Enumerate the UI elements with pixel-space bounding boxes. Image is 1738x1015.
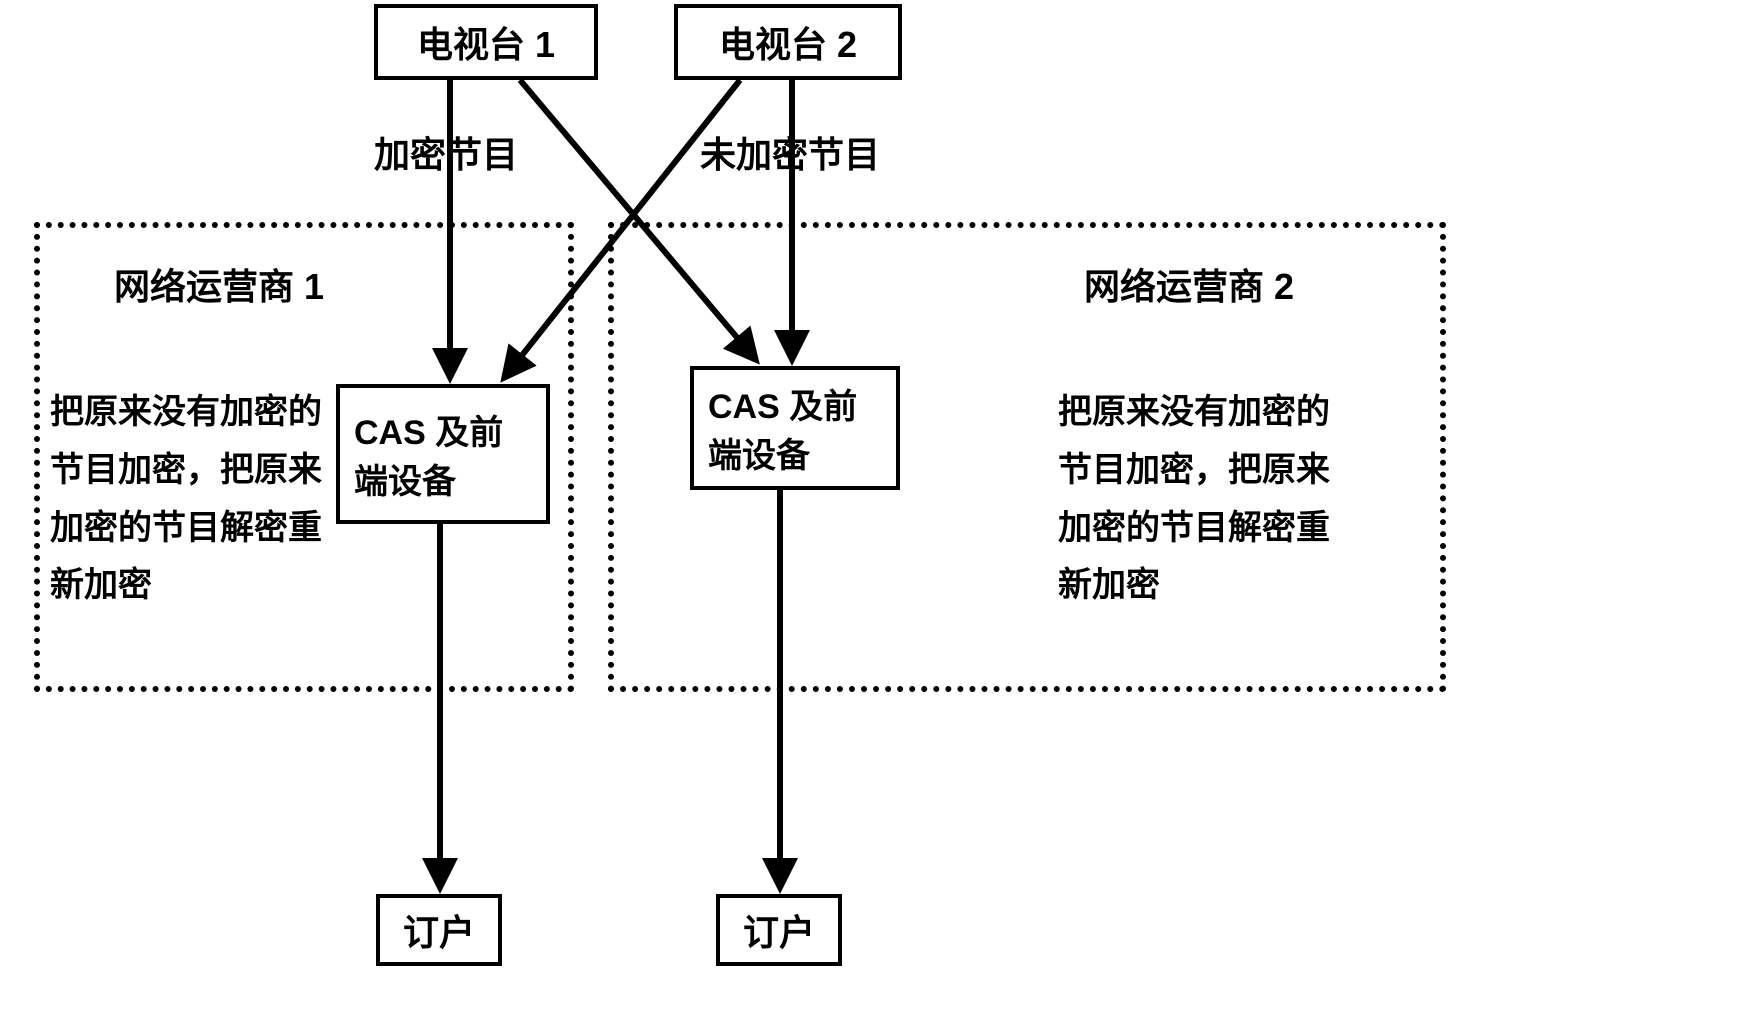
diagram-canvas: 电视台 1 电视台 2 CAS 及前端设备 CAS 及前 端设备 订户 订户 加…: [0, 0, 1738, 1015]
tv-station-2-label: 电视台 2: [719, 16, 857, 68]
cas-device-1-label: CAS 及前端设备: [354, 405, 532, 503]
cas-device-2-node: CAS 及前 端设备: [690, 366, 900, 490]
operator-2-description: 把原来没有加密的节目加密，把原来加密的节目解密重新加密: [1058, 384, 1352, 615]
subscriber-1-label: 订户: [403, 904, 475, 956]
unencrypted-program-label: 未加密节目: [700, 126, 880, 178]
operator-1-description: 把原来没有加密的节目加密，把原来加密的节目解密重新加密: [50, 384, 344, 615]
subscriber-2-node: 订户: [716, 894, 842, 966]
operator-1-title: 网络运营商 1: [114, 258, 324, 310]
tv-station-1-label: 电视台 1: [417, 16, 555, 68]
subscriber-1-node: 订户: [376, 894, 502, 966]
subscriber-2-label: 订户: [743, 904, 815, 956]
tv-station-1-node: 电视台 1: [374, 4, 598, 80]
cas-device-1-node: CAS 及前端设备: [336, 384, 550, 524]
encrypted-program-label: 加密节目: [374, 126, 518, 178]
cas-device-2-label: CAS 及前 端设备: [708, 379, 857, 477]
tv-station-2-node: 电视台 2: [674, 4, 902, 80]
operator-2-title: 网络运营商 2: [1084, 258, 1294, 310]
